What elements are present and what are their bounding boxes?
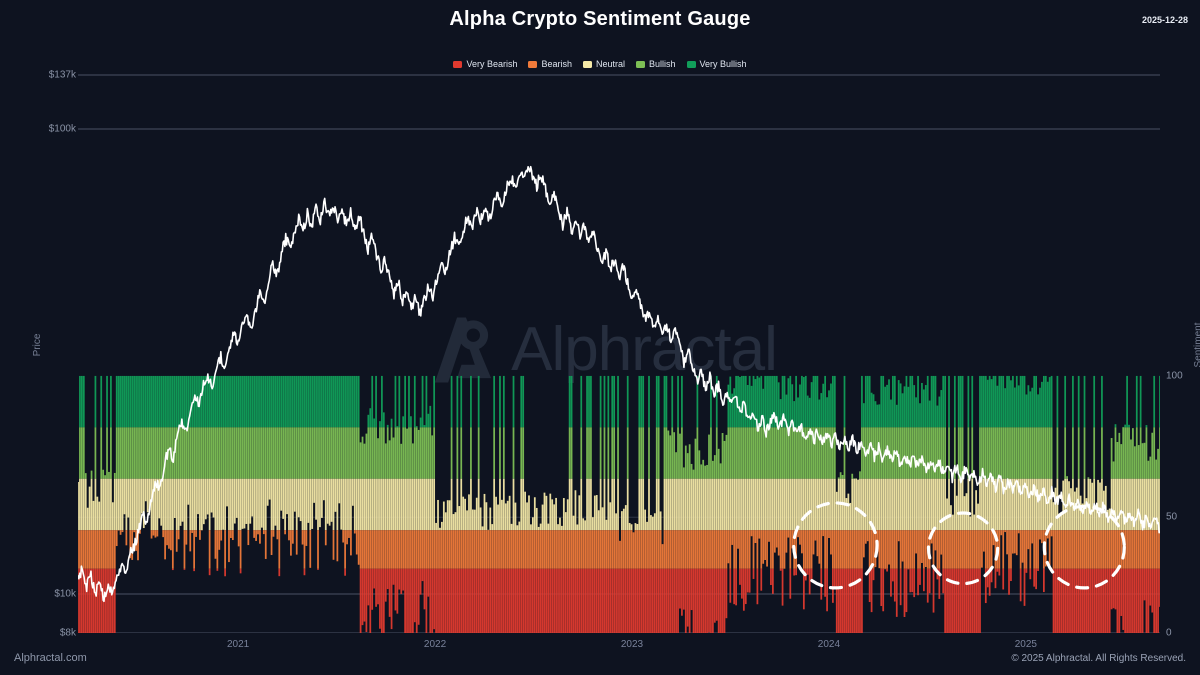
legend-item-neutral[interactable]: Neutral xyxy=(582,59,625,69)
legend: Very Bearish Bearish Neutral Bullish Very Bu… xyxy=(0,59,1200,69)
legend-label: Very Bearish xyxy=(466,59,518,69)
x-tick-year: 2021 xyxy=(227,639,250,650)
y-tick-sentiment: 0 xyxy=(1166,627,1172,639)
legend-swatch-icon xyxy=(636,60,645,68)
legend-label: Bearish xyxy=(541,59,572,69)
annotation-circle xyxy=(792,501,879,590)
y-tick-price: $8k xyxy=(59,627,76,639)
y-tick-sentiment: 50 xyxy=(1166,511,1178,523)
y-axis-title-sentiment: Sentiment xyxy=(1193,322,1200,368)
legend-swatch-icon xyxy=(582,60,592,68)
page-title: Alpha Crypto Sentiment Gauge xyxy=(449,8,751,30)
legend-swatch-icon xyxy=(528,60,538,68)
footer-copyright: © 2025 Alphractal. All Rights Reserved. xyxy=(1011,653,1186,664)
y-axis-title-price: Price xyxy=(31,333,43,357)
x-tick-year: 2024 xyxy=(817,639,841,650)
plot-area xyxy=(78,68,1160,633)
legend-label: Bullish xyxy=(649,59,676,69)
annotations xyxy=(792,501,1126,590)
legend-item-very-bearish[interactable]: Very Bearish xyxy=(453,59,517,69)
legend-item-bearish[interactable]: Bearish xyxy=(528,59,572,69)
legend-item-bullish[interactable]: Bullish xyxy=(636,59,676,69)
legend-label: Neutral xyxy=(595,59,625,69)
y-tick-price: $10k xyxy=(54,588,76,600)
annotation-circle xyxy=(1042,504,1126,590)
annotation-circle xyxy=(926,511,1000,586)
chart-canvas xyxy=(78,74,1160,633)
y-tick-sentiment: 100 xyxy=(1166,370,1183,382)
footer-site: Alphractal.com xyxy=(14,652,87,664)
legend-swatch-icon xyxy=(686,60,696,68)
x-tick-year: 2025 xyxy=(1014,639,1037,650)
y-tick-price: $137k xyxy=(48,69,76,81)
date-stamp: 2025-12-28 xyxy=(1141,15,1188,25)
legend-swatch-icon xyxy=(453,60,463,68)
y-tick-price: $100k xyxy=(48,123,76,135)
price-series xyxy=(78,165,1160,603)
x-tick-year: 2022 xyxy=(423,639,447,650)
price-line xyxy=(78,165,1160,603)
legend-label: Very Bullish xyxy=(699,59,747,69)
legend-item-very-bullish[interactable]: Very Bullish xyxy=(686,59,747,69)
x-tick-year: 2023 xyxy=(620,639,644,650)
